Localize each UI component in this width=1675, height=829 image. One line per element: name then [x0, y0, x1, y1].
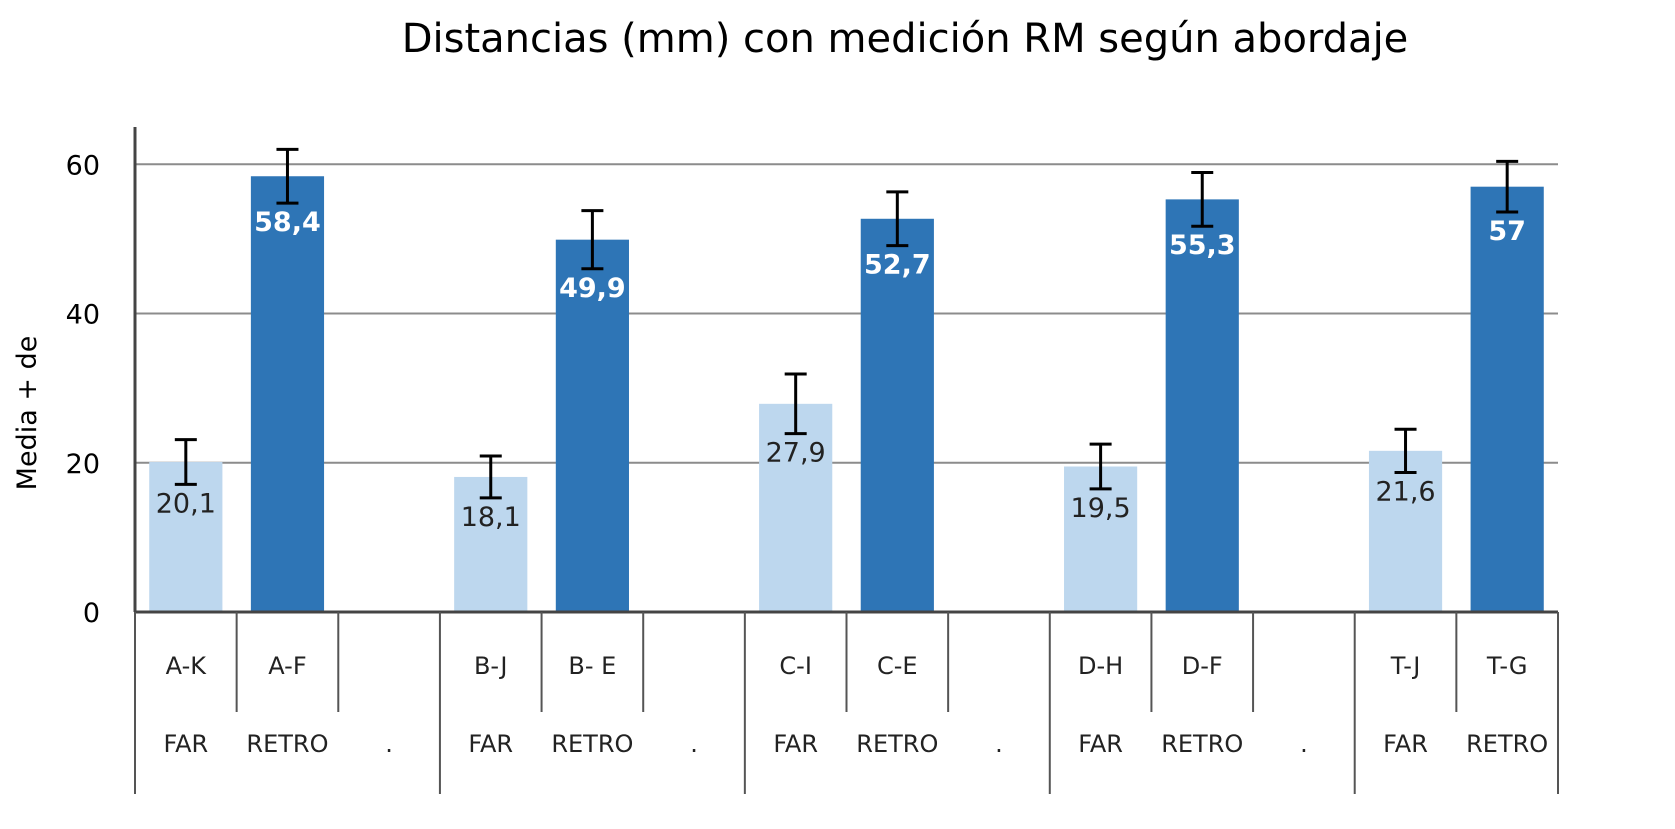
error-bar: [276, 147, 299, 205]
bar-c-i: [759, 403, 833, 612]
category-label: A-F: [268, 652, 306, 680]
error-bar: [1394, 427, 1417, 474]
y-tick-label: 20: [66, 449, 100, 480]
data-label: 57: [1488, 216, 1526, 247]
category-label: B-J: [474, 652, 508, 680]
chart-title: Distancias (mm) con medición RM según ab…: [402, 16, 1409, 62]
group-label: FAR: [163, 730, 208, 758]
group-label: RETRO: [246, 730, 328, 758]
group-label: .: [385, 730, 393, 758]
group-label: RETRO: [1466, 730, 1548, 758]
group-label: RETRO: [551, 730, 633, 758]
y-axis-label: Media + de: [12, 336, 43, 491]
error-bar: [479, 454, 502, 500]
bar-a-k: [149, 462, 223, 612]
group-label: RETRO: [1161, 730, 1243, 758]
error-bar: [174, 438, 197, 486]
bar-b-e: [555, 239, 629, 612]
error-bar: [1191, 171, 1214, 228]
data-label: 19,5: [1071, 493, 1131, 524]
category-table: A-K FAR A-F RETRO . B-J FAR B- E RETRO . C-I FAR C-E…: [134, 610, 1559, 794]
group-label: .: [1300, 730, 1308, 758]
data-label: 49,9: [559, 273, 626, 304]
category-label: T-J: [1390, 652, 1421, 680]
bar-d-f: [1165, 199, 1239, 612]
data-label: 18,1: [461, 502, 521, 533]
group-label: FAR: [468, 730, 513, 758]
data-label: 52,7: [864, 250, 931, 281]
category-label: T-G: [1486, 652, 1528, 680]
y-tick-label: 0: [83, 598, 100, 629]
error-bar: [1496, 159, 1519, 214]
group-label: .: [995, 730, 1003, 758]
group-label: .: [690, 730, 698, 758]
error-bar: [784, 372, 807, 436]
category-label: C-E: [877, 652, 918, 680]
y-tick-labels: 0 20 40 60: [66, 150, 100, 629]
group-label: FAR: [773, 730, 818, 758]
bar-d-h: [1064, 466, 1138, 612]
bar-t-g: [1470, 186, 1544, 612]
category-label: D-F: [1182, 652, 1223, 680]
y-tick-label: 40: [66, 300, 100, 331]
error-bar: [886, 190, 909, 248]
data-label: 55,3: [1169, 230, 1236, 261]
gridlines: [133, 127, 1558, 612]
group-label: RETRO: [856, 730, 938, 758]
error-bars: [174, 147, 1519, 500]
data-label: 58,4: [254, 207, 321, 238]
category-label: A-K: [166, 652, 208, 680]
group-label: FAR: [1383, 730, 1428, 758]
bar-b-j: [454, 476, 528, 612]
data-labels: 20,1 58,4 18,1 49,9 27,9 52,7 19,5 55,3 21,6 57: [156, 207, 1526, 533]
y-tick-label: 60: [66, 150, 100, 181]
bar-t-j: [1368, 450, 1443, 612]
data-label: 21,6: [1375, 476, 1435, 507]
error-bar: [1089, 442, 1112, 491]
bars: [149, 176, 1544, 612]
bar-a-f: [250, 176, 325, 612]
data-label: 27,9: [766, 438, 826, 469]
category-label: B- E: [568, 652, 616, 680]
group-label: FAR: [1078, 730, 1123, 758]
data-label: 20,1: [156, 488, 216, 519]
category-label: D-H: [1078, 652, 1123, 680]
bar-c-e: [860, 218, 934, 612]
error-bar: [581, 209, 604, 271]
category-label: C-I: [779, 652, 812, 680]
